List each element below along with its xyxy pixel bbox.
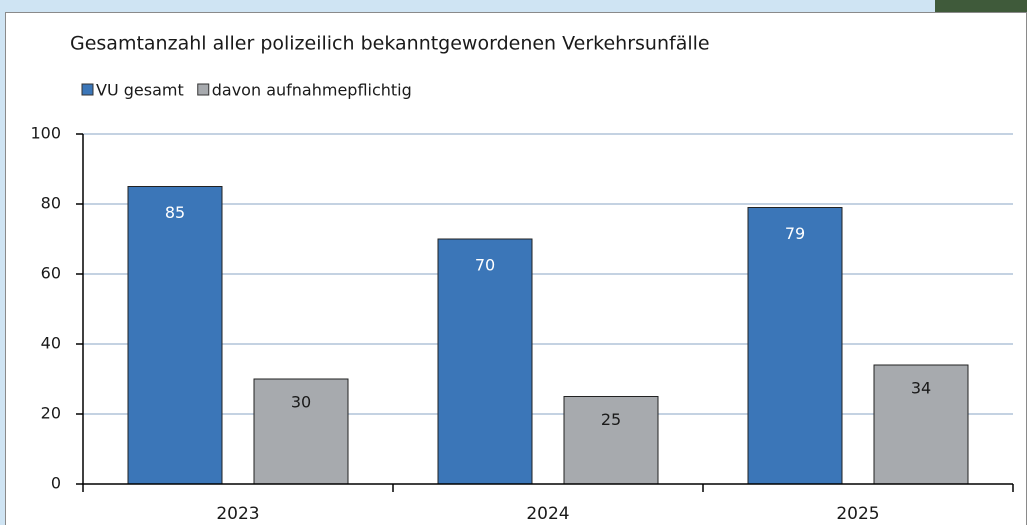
value-label: 85: [165, 203, 185, 222]
bar: [748, 208, 842, 485]
y-tick-label: 60: [41, 264, 61, 283]
value-label: 30: [291, 393, 311, 412]
y-tick-label: 80: [41, 194, 61, 213]
page: {"chart_data": {"type": "bar", "title": …: [0, 0, 1027, 525]
value-label: 70: [475, 256, 495, 275]
value-label: 34: [911, 379, 931, 398]
y-tick-label: 40: [41, 334, 61, 353]
chart: Gesamtanzahl aller polizeilich bekanntge…: [0, 0, 1027, 525]
y-tick-label: 0: [51, 474, 61, 493]
bar: [128, 187, 222, 485]
value-label: 79: [785, 224, 805, 243]
x-tick-label: 2024: [526, 504, 569, 524]
legend-swatch: [82, 84, 93, 95]
bar: [438, 239, 532, 484]
legend-label: VU gesamt: [96, 81, 184, 100]
photo-corner: [935, 0, 1027, 12]
x-tick-label: 2025: [836, 504, 879, 524]
value-label: 25: [601, 410, 621, 429]
chart-title: Gesamtanzahl aller polizeilich bekanntge…: [70, 33, 710, 55]
x-tick-label: 2023: [216, 504, 259, 524]
y-tick-label: 100: [30, 124, 61, 143]
y-tick-label: 20: [41, 404, 61, 423]
legend-label: davon aufnahmepflichtig: [212, 81, 412, 100]
legend-swatch: [198, 84, 209, 95]
